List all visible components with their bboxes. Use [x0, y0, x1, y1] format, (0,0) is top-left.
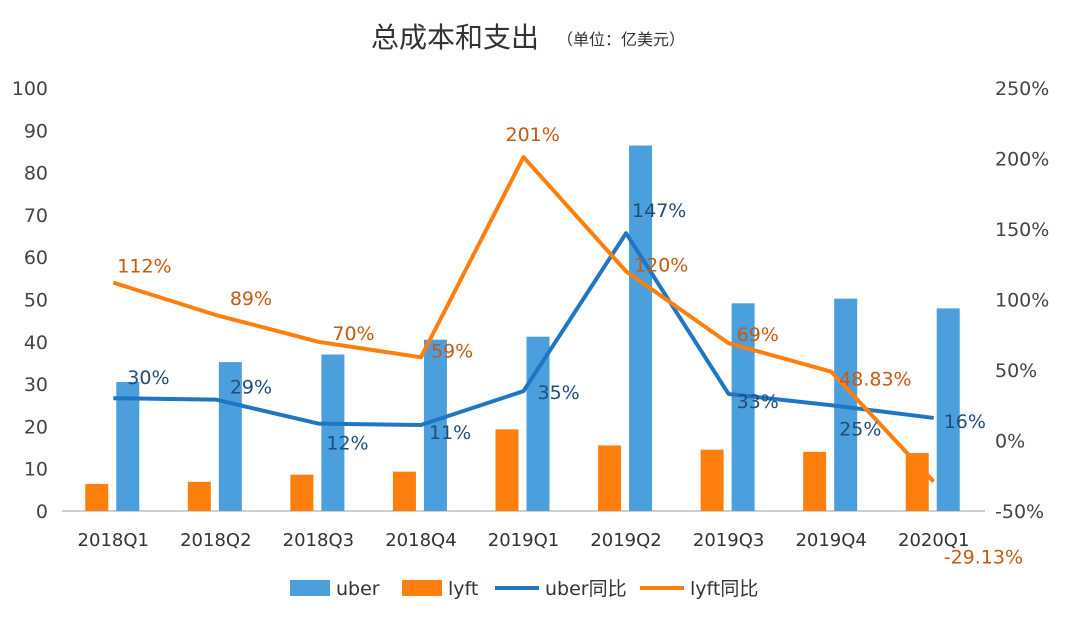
legend-label: uber同比 [545, 578, 627, 600]
line-uber-yoy [113, 231, 934, 427]
y-left-tick-label: 90 [24, 120, 48, 142]
bar-lyft [85, 483, 109, 511]
bar-uber [834, 298, 858, 511]
chart-title: 总成本和支出 [371, 21, 539, 54]
bar-lyft [187, 481, 211, 511]
data-label-lyft-yoy: 201% [506, 124, 560, 146]
lines-layer [112, 155, 936, 483]
bar-uber [629, 145, 653, 511]
x-tick-label: 2018Q4 [385, 530, 456, 551]
bar-uber [731, 303, 755, 511]
y-right-tick-label: 100% [995, 290, 1049, 312]
bar-uber [321, 354, 345, 511]
data-label-lyft-yoy: 70% [332, 323, 374, 345]
x-tick-label: 2018Q3 [283, 530, 354, 551]
legend-swatch [402, 580, 442, 596]
x-tick-label: 2019Q1 [488, 530, 559, 551]
bar-lyft [803, 451, 827, 511]
x-tick-label: 2019Q2 [590, 530, 661, 551]
bar-lyft [598, 445, 622, 511]
data-label-lyft-yoy: 89% [230, 288, 272, 310]
data-label-uber-yoy: 12% [326, 433, 368, 455]
axes-layer: 0 10 20 30 40 50 60 70 80 90 100 -50% 0% 50% 100% 150% 2… [12, 78, 1050, 551]
y-left-tick-label: 80 [24, 163, 48, 185]
data-label-lyft-yoy: -29.13% [944, 547, 1023, 569]
bar-uber [218, 362, 242, 511]
data-labels-layer: 30% 29% 12% 11% 35% 147% 33% 25% 16% 112% 89% 70% 59… [117, 124, 1023, 568]
data-label-uber-yoy: 25% [839, 418, 881, 440]
data-label-lyft-yoy: 48.83% [839, 369, 911, 391]
legend-label: lyft [448, 578, 478, 600]
legend-label: lyft同比 [690, 578, 758, 600]
x-tick-label: 2018Q2 [180, 530, 251, 551]
y-left-tick-label: 100 [12, 78, 48, 100]
bar-uber [936, 308, 960, 511]
y-left-tick-label: 60 [24, 247, 48, 269]
y-left-tick-label: 0 [36, 501, 48, 523]
data-label-uber-yoy: 35% [538, 382, 580, 404]
y-right-tick-label: 150% [995, 219, 1049, 241]
data-label-lyft-yoy: 112% [117, 256, 171, 278]
chart-subtitle: （单位：亿美元） [557, 30, 685, 49]
data-label-lyft-yoy: 59% [431, 340, 473, 362]
legend-swatch [290, 580, 330, 596]
x-tick-label: 2020Q1 [898, 530, 969, 551]
data-label-uber-yoy: 11% [429, 422, 471, 444]
bar-lyft [290, 474, 314, 511]
y-right-tick-label: 250% [995, 78, 1049, 100]
bar-lyft [700, 449, 724, 511]
bars-layer [85, 145, 960, 511]
data-label-lyft-yoy: 120% [634, 254, 688, 276]
y-left-tick-label: 50 [24, 290, 48, 312]
bar-uber [116, 381, 140, 511]
y-left-tick-label: 70 [24, 205, 48, 227]
y-left-tick-label: 30 [24, 374, 48, 396]
data-label-uber-yoy: 30% [127, 367, 169, 389]
y-right-tick-label: -50% [995, 501, 1044, 523]
y-left-tick-label: 20 [24, 416, 48, 438]
data-label-uber-yoy: 147% [632, 200, 686, 222]
y-right-tick-label: 50% [995, 360, 1037, 382]
y-left-tick-label: 40 [24, 332, 48, 354]
y-right-tick-label: 0% [995, 431, 1025, 453]
y-left-tick-label: 10 [24, 459, 48, 481]
legend: uber lyft uber同比 lyft同比 [290, 578, 758, 600]
bar-uber [423, 339, 447, 511]
bar-lyft [392, 471, 416, 511]
x-tick-label: 2018Q1 [78, 530, 149, 551]
y-right-tick-label: 200% [995, 149, 1049, 171]
data-label-uber-yoy: 33% [737, 391, 779, 413]
bar-uber [526, 336, 550, 511]
line-lyft-yoy [112, 155, 936, 483]
legend-label: uber [336, 578, 380, 600]
x-tick-label: 2019Q4 [795, 530, 866, 551]
data-label-lyft-yoy: 69% [737, 324, 779, 346]
data-label-uber-yoy: 29% [230, 377, 272, 399]
x-tick-label: 2019Q3 [693, 530, 764, 551]
data-label-uber-yoy: 16% [944, 411, 986, 433]
bar-lyft [495, 429, 519, 511]
